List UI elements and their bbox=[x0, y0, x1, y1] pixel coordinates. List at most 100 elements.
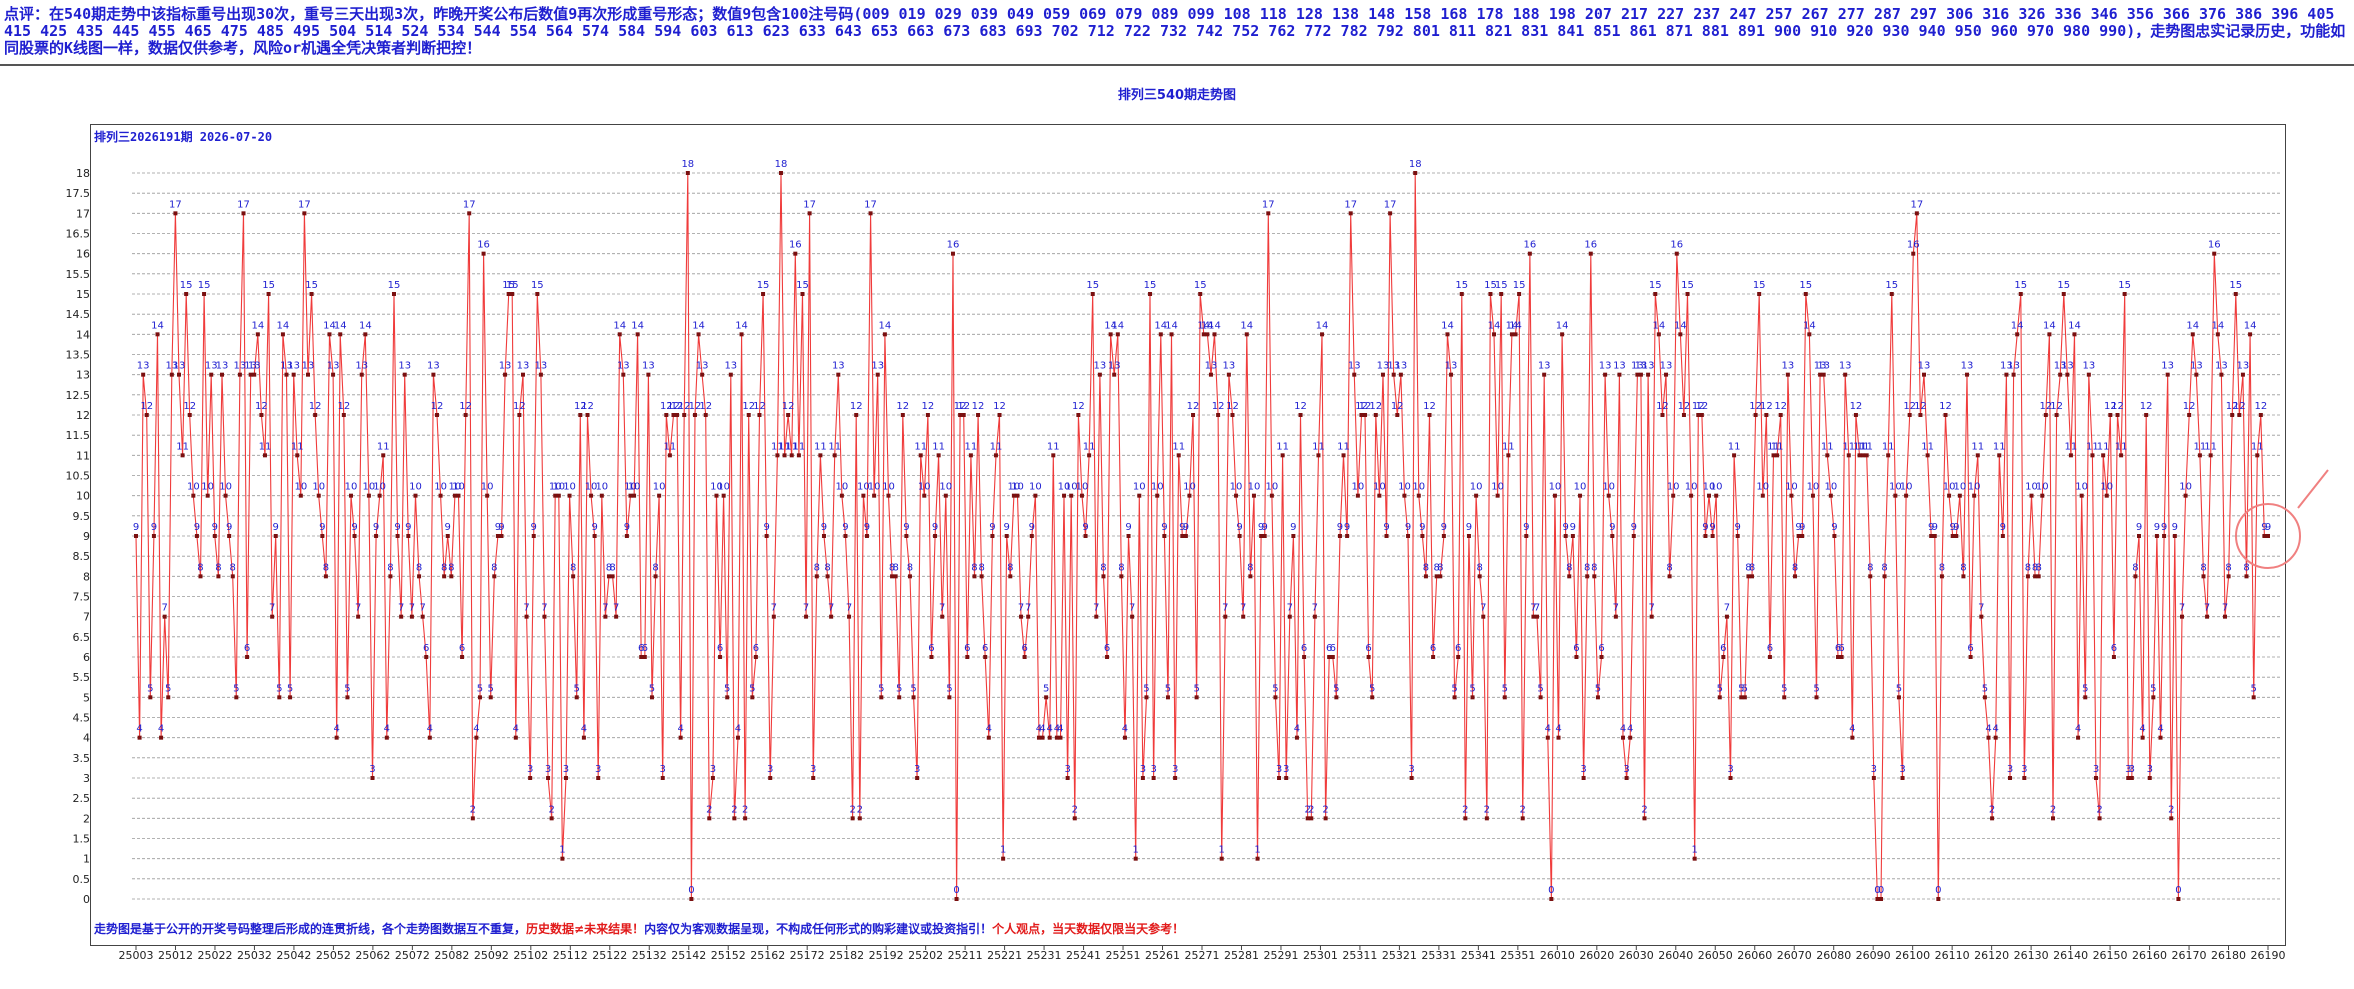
data-label: 5 bbox=[896, 683, 902, 694]
data-point bbox=[1047, 735, 1052, 740]
data-point bbox=[2111, 655, 2116, 659]
data-label: 12 bbox=[459, 401, 472, 412]
data-point bbox=[1889, 292, 1894, 296]
data-point bbox=[363, 332, 368, 337]
plot-frame bbox=[90, 124, 2286, 946]
data-label: 17 bbox=[237, 199, 250, 210]
data-point bbox=[1875, 897, 1880, 901]
data-label: 13 bbox=[2082, 361, 2095, 372]
data-label: 16 bbox=[1907, 240, 1920, 251]
data-label: 2 bbox=[857, 804, 863, 815]
data-point bbox=[1982, 695, 1987, 700]
data-label: 4 bbox=[1849, 724, 1855, 735]
data-label: 13 bbox=[1613, 361, 1626, 372]
data-label: 0 bbox=[688, 885, 694, 896]
data-label: 17 bbox=[1384, 199, 1397, 210]
data-point bbox=[2266, 534, 2270, 538]
data-label: 2 bbox=[2050, 804, 2056, 815]
data-point bbox=[1287, 614, 1292, 619]
data-point bbox=[900, 413, 905, 417]
data-label: 6 bbox=[1573, 643, 1579, 654]
data-label: 15 bbox=[1144, 280, 1157, 291]
data-label: 15 bbox=[1885, 280, 1898, 291]
data-point bbox=[2058, 372, 2063, 377]
data-label: 5 bbox=[1738, 683, 1744, 694]
data-point bbox=[1241, 614, 1246, 619]
data-label: 17 bbox=[298, 199, 311, 210]
data-label: 11 bbox=[1853, 441, 1866, 452]
data-point bbox=[323, 574, 328, 579]
data-label: 10 bbox=[563, 482, 576, 493]
data-label: 13 bbox=[2061, 361, 2074, 372]
data-label: 10 bbox=[1968, 482, 1981, 493]
series-line bbox=[135, 172, 2268, 900]
data-label: 7 bbox=[1613, 603, 1619, 614]
data-label: 8 bbox=[1939, 562, 1945, 573]
data-point bbox=[176, 372, 181, 377]
data-point bbox=[352, 534, 357, 538]
data-point bbox=[524, 614, 529, 619]
data-label: 17 bbox=[169, 199, 182, 210]
data-label: 12 bbox=[431, 401, 444, 412]
data-label: 2 bbox=[548, 804, 554, 815]
data-point bbox=[1950, 534, 1955, 538]
data-point bbox=[2090, 453, 2095, 458]
data-label: 13 bbox=[499, 361, 512, 372]
data-point bbox=[1793, 574, 1798, 579]
data-point bbox=[366, 493, 371, 498]
data-label: 8 bbox=[889, 562, 895, 573]
data-label: 3 bbox=[563, 764, 569, 775]
data-label: 13 bbox=[1817, 361, 1830, 372]
data-point bbox=[1019, 614, 1024, 619]
data-label: 4 bbox=[513, 724, 519, 735]
data-label: 8 bbox=[1584, 562, 1590, 573]
x-tick-label: 25072 bbox=[395, 949, 430, 962]
data-point bbox=[520, 372, 525, 377]
data-label: 9 bbox=[1799, 522, 1805, 533]
data-point bbox=[1746, 574, 1751, 579]
data-point bbox=[506, 292, 511, 296]
data-point bbox=[1535, 614, 1540, 619]
data-point bbox=[703, 413, 708, 417]
data-label: 11 bbox=[2251, 441, 2264, 452]
data-label: 12 bbox=[753, 401, 766, 412]
data-label: 10 bbox=[2100, 482, 2113, 493]
data-point bbox=[2040, 493, 2045, 498]
data-label: 11 bbox=[793, 441, 806, 452]
data-label: 10 bbox=[1398, 482, 1411, 493]
data-label: 7 bbox=[1480, 603, 1486, 614]
data-point bbox=[1517, 292, 1522, 296]
data-point bbox=[1431, 655, 1436, 659]
data-point bbox=[667, 453, 672, 458]
data-point bbox=[2061, 292, 2066, 296]
data-label: 13 bbox=[871, 361, 884, 372]
data-point bbox=[1531, 614, 1536, 619]
data-point bbox=[1094, 614, 1099, 619]
data-point bbox=[804, 614, 809, 619]
data-label: 5 bbox=[1537, 683, 1543, 694]
data-label: 3 bbox=[1899, 764, 1905, 775]
data-label: 2 bbox=[1462, 804, 1468, 815]
data-label: 10 bbox=[452, 482, 465, 493]
data-point bbox=[348, 493, 353, 498]
data-label: 10 bbox=[2179, 482, 2192, 493]
y-tick-label: 10.5 bbox=[66, 470, 91, 483]
data-label: 14 bbox=[151, 320, 164, 331]
data-label: 13 bbox=[216, 361, 229, 372]
data-point bbox=[1481, 614, 1486, 619]
data-label: 8 bbox=[1566, 562, 1572, 573]
data-label: 10 bbox=[1058, 482, 1071, 493]
data-point bbox=[1366, 655, 1371, 659]
data-label: 14 bbox=[1316, 320, 1329, 331]
data-point bbox=[1201, 332, 1206, 337]
data-point bbox=[1520, 816, 1525, 821]
data-label: 10 bbox=[1943, 482, 1956, 493]
x-tick-label: 26110 bbox=[1935, 949, 1970, 962]
data-label: 13 bbox=[355, 361, 368, 372]
data-point bbox=[635, 332, 640, 337]
data-point bbox=[778, 171, 783, 175]
data-point bbox=[732, 816, 737, 821]
data-point bbox=[814, 574, 819, 579]
data-label: 14 bbox=[1201, 320, 1214, 331]
data-label: 15 bbox=[1681, 280, 1694, 291]
